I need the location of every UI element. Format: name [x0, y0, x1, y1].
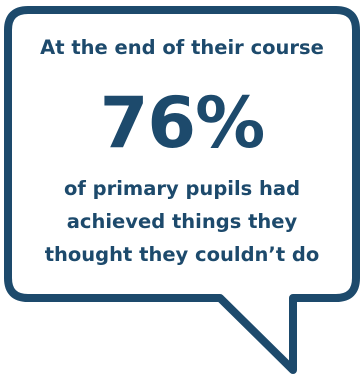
- callout-description-line: of primary pupils had: [63, 177, 301, 200]
- callout-stat-value: 76%: [99, 82, 266, 164]
- callout-description-line: achieved things they: [66, 210, 298, 233]
- callout-content: At the end of their course 76% of primar…: [14, 14, 350, 296]
- callout-lead-text: At the end of their course: [40, 36, 324, 59]
- callout-description: of primary pupils had achieved things th…: [14, 172, 350, 271]
- callout-description-line: thought they couldn’t do: [44, 243, 320, 266]
- speech-bubble-shape: [4, 6, 360, 374]
